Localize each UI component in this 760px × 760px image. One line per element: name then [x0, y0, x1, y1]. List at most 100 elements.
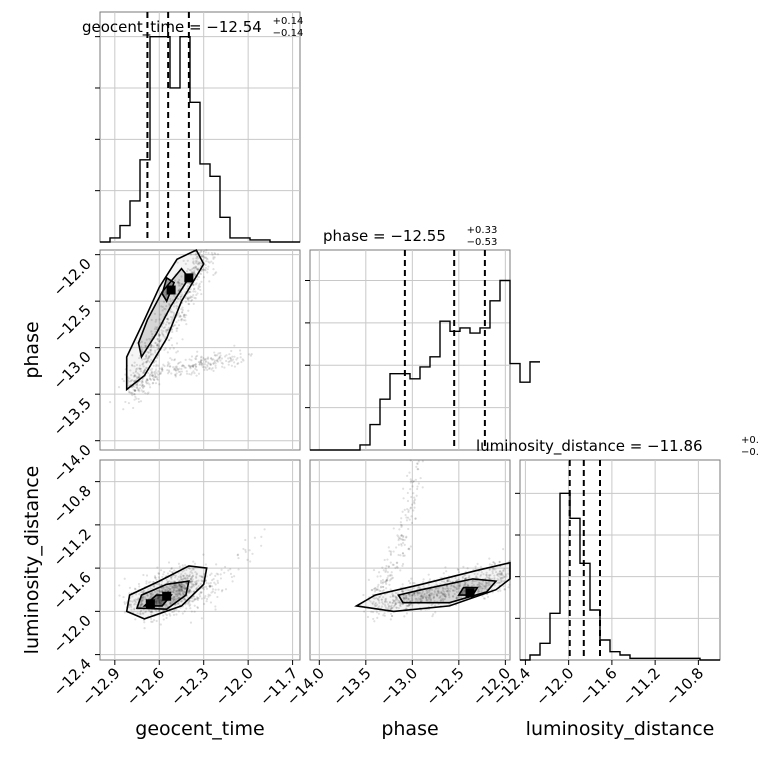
sample-point [157, 346, 161, 350]
sample-point [495, 581, 498, 584]
sample-point [187, 302, 191, 306]
sample-point [400, 542, 403, 546]
sample-point [441, 592, 445, 595]
sample-point [151, 374, 155, 377]
sample-point [177, 610, 180, 613]
sample-point [400, 534, 403, 537]
sample-point [218, 356, 221, 359]
sample-point [476, 572, 479, 576]
sample-point [171, 610, 174, 614]
sample-point [179, 585, 183, 588]
sample-point [143, 371, 146, 374]
sample-point [137, 598, 140, 601]
sample-point [175, 304, 178, 308]
sample-point [172, 312, 176, 315]
sample-point [156, 338, 159, 341]
sample-point [141, 385, 144, 388]
sample-point [160, 589, 164, 592]
sample-point [387, 565, 390, 568]
sample-point [221, 588, 224, 592]
sample-point [418, 598, 421, 601]
sample-point [397, 537, 400, 540]
sample-point [158, 318, 161, 321]
sample-point [134, 389, 137, 392]
sample-point [178, 583, 182, 586]
sample-point [381, 602, 385, 605]
sample-point [428, 595, 431, 598]
sample-point [157, 595, 160, 598]
sample-point [441, 599, 445, 602]
sample-point [221, 362, 224, 365]
sample-point [178, 588, 181, 591]
sample-point [179, 574, 182, 577]
sample-point [402, 487, 405, 490]
density-peak-marker [465, 588, 475, 598]
sample-point [151, 335, 154, 338]
sample-point [417, 585, 420, 588]
sample-point [155, 365, 158, 368]
sample-point [136, 382, 139, 385]
sample-point [150, 344, 153, 347]
sample-point [134, 587, 137, 591]
sample-point [444, 582, 447, 585]
sample-point [383, 614, 386, 617]
sample-point [171, 597, 174, 600]
sample-point [169, 601, 172, 604]
sample-point [145, 366, 148, 369]
sample-point [169, 575, 173, 579]
sample-point [199, 272, 203, 276]
sample-point [135, 386, 138, 389]
sample-point [138, 364, 142, 367]
sample-point [492, 568, 496, 571]
sample-point [196, 268, 199, 271]
sample-point [227, 357, 230, 360]
sample-point [403, 538, 406, 542]
sample-point [182, 314, 186, 317]
sample-point [196, 606, 199, 609]
sample-point [145, 360, 148, 363]
sample-point [389, 588, 392, 591]
sample-point [410, 479, 413, 483]
sample-point [373, 604, 376, 607]
sample-point [170, 328, 174, 331]
sample-point [184, 586, 187, 590]
sample-point [190, 586, 193, 589]
sample-point [417, 586, 420, 589]
sample-point [171, 330, 174, 334]
sample-point [158, 340, 161, 343]
sample-point [193, 604, 196, 607]
sample-point [440, 580, 444, 583]
sample-point [159, 338, 162, 341]
sample-point [148, 360, 151, 364]
sample-point [147, 356, 150, 360]
sample-point [167, 561, 171, 564]
sample-point [169, 589, 172, 592]
sample-point [392, 600, 395, 603]
sample-point [396, 597, 399, 601]
sample-point [177, 592, 180, 595]
sample-point [177, 284, 180, 287]
sample-point [397, 535, 400, 538]
sample-point [191, 574, 195, 577]
sample-point [127, 380, 130, 383]
sample-point [491, 567, 494, 570]
sample-point [180, 578, 184, 581]
sample-point [129, 603, 133, 606]
sample-point [217, 358, 220, 361]
sample-point [213, 359, 216, 362]
sample-point [385, 579, 389, 582]
sample-point [181, 564, 184, 567]
sample-point [384, 581, 387, 584]
sample-point [495, 570, 498, 574]
sample-point [137, 400, 141, 403]
sample-point [146, 378, 149, 381]
sample-point [159, 372, 162, 375]
sample-point [413, 496, 416, 499]
sample-point [173, 588, 176, 591]
sample-point [380, 605, 384, 608]
sample-point [195, 260, 199, 263]
sample-point [147, 351, 150, 354]
sample-point [184, 588, 187, 591]
sample-point [501, 577, 504, 580]
sample-point [175, 586, 178, 590]
